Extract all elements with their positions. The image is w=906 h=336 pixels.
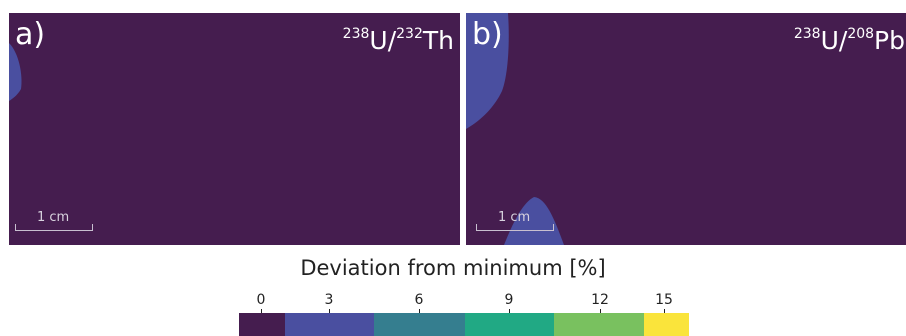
- colorbar-tick-label: 6: [414, 292, 424, 308]
- ratio-label-b: 238U/208Pb: [793, 26, 905, 55]
- colorbar-segment: [554, 313, 644, 336]
- colorbar-tick-mark: [509, 309, 510, 313]
- panel-label-a: a): [15, 17, 46, 52]
- colorbar-tick-mark: [261, 309, 262, 313]
- scale-bar-label-a: 1 cm: [37, 210, 70, 225]
- colorbar-tick-label: 0: [256, 292, 266, 308]
- deviation-region-a: [9, 43, 22, 101]
- colorbar-segment: [374, 313, 465, 336]
- colorbar-tick-mark: [329, 309, 330, 313]
- scale-bar-a: [15, 224, 93, 231]
- colorbar-title: Deviation from minimum [%]: [300, 256, 606, 280]
- scale-bar-label-b: 1 cm: [498, 210, 531, 225]
- colorbar-segment: [465, 313, 554, 336]
- map-panel-a: a) 238U/232Th 1 cm: [9, 13, 460, 245]
- colorbar-tick-mark: [419, 309, 420, 313]
- colorbar-tick-mark: [600, 309, 601, 313]
- panel-label-b: b): [472, 17, 503, 52]
- scale-bar-b: [476, 224, 554, 231]
- colorbar-tick-label: 15: [655, 292, 673, 308]
- colorbar-segment: [239, 313, 285, 336]
- ratio-label-a: 238U/232Th: [342, 26, 454, 55]
- colorbar-tick-label: 12: [591, 292, 609, 308]
- map-panel-b: b) 238U/208Pb 1 cm: [466, 13, 906, 245]
- colorbar-tick-label: 3: [324, 292, 334, 308]
- colorbar: [239, 313, 689, 336]
- colorbar-segment: [644, 313, 689, 336]
- colorbar-tick-mark: [664, 309, 665, 313]
- colorbar-segment: [285, 313, 374, 336]
- deviation-region-b: [466, 13, 564, 245]
- colorbar-tick-label: 9: [504, 292, 514, 308]
